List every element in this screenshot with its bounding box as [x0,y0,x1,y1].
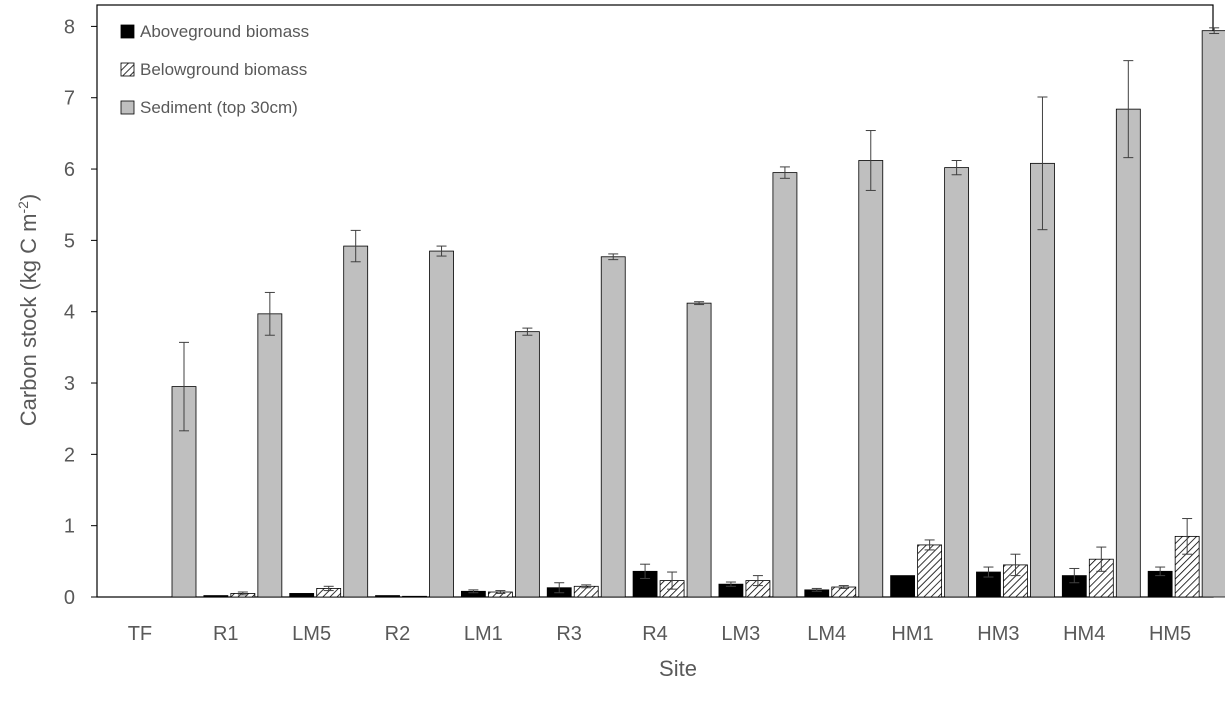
y-tick-label: 4 [64,302,75,324]
y-tick-label: 7 [64,88,75,110]
legend-label: Sediment (top 30cm) [140,98,298,117]
bar-solid-gray-LM5 [343,245,369,598]
y-tick-label: 8 [64,16,75,38]
legend-label: Aboveground biomass [140,22,309,41]
y-tick-label: 1 [64,516,75,538]
x-tick-label: LM5 [292,623,331,645]
y-tick-label: 5 [64,230,75,252]
x-tick-label: R1 [213,623,239,645]
x-tick-label: LM3 [721,623,760,645]
x-axis: TF R1 LM5 R2 LM1 R3 R4 LM3 LM4 HM1 HM3 HM4 HM5 [128,623,1191,645]
bar-solid-gray-R1 [257,313,283,598]
plot-area [96,4,1225,598]
bar-solid-gray-LM4 [858,160,884,598]
y-axis-title-main: Carbon stock (kg C m [16,214,41,427]
x-axis-title: Site [659,656,697,681]
legend: Aboveground biomass Belowground biomass Se… [120,22,309,117]
bar-solid-gray-HM4 [1115,108,1141,598]
x-tick-label: R3 [556,623,582,645]
bar-solid-gray-LM3 [772,172,798,598]
bar-solid-gray-R2 [429,250,454,598]
y-tick-label: 6 [64,159,75,181]
x-tick-label: LM4 [807,623,846,645]
bar-solid-gray-LM1 [514,331,540,598]
bar-solid-gray-HM3 [1030,162,1055,598]
bar-solid-gray-HM5 [1201,30,1225,598]
bar-solid-black-LM5 [289,593,315,598]
bar-solid-black-HM1 [890,575,916,598]
y-axis-title-superscript: -2 [15,201,31,214]
bar-solid-black-R1 [203,595,229,598]
bar-solid-gray-R4 [686,302,712,598]
legend-swatch-solid-black [120,24,135,39]
y-axis: 0 1 2 3 4 5 6 7 8 [64,16,97,609]
x-tick-label: HM3 [977,623,1019,645]
bar-solid-gray-R3 [600,256,626,598]
x-tick-label: TF [128,623,152,645]
bar-solid-gray-HM1 [944,167,970,598]
y-tick-label: 0 [64,587,75,609]
x-tick-label: LM1 [464,623,503,645]
x-tick-label: HM4 [1063,623,1105,645]
legend-label: Belowground biomass [140,60,307,79]
legend-swatch-hatched [120,62,135,77]
x-tick-label: HM1 [891,623,933,645]
y-axis-title-close: ) [16,194,41,201]
y-axis-title: Carbon stock (kg C m-2) [15,194,41,427]
bar-solid-black-R2 [375,595,400,598]
x-tick-label: R2 [385,623,411,645]
x-tick-label: R4 [642,623,668,645]
legend-swatch-solid-gray [120,100,135,115]
bar-hatched-HM1 [917,544,943,598]
y-tick-label: 3 [64,373,75,395]
bar-hatched-R2 [402,595,427,598]
x-tick-label: HM5 [1149,623,1191,645]
y-tick-label: 2 [64,444,75,466]
